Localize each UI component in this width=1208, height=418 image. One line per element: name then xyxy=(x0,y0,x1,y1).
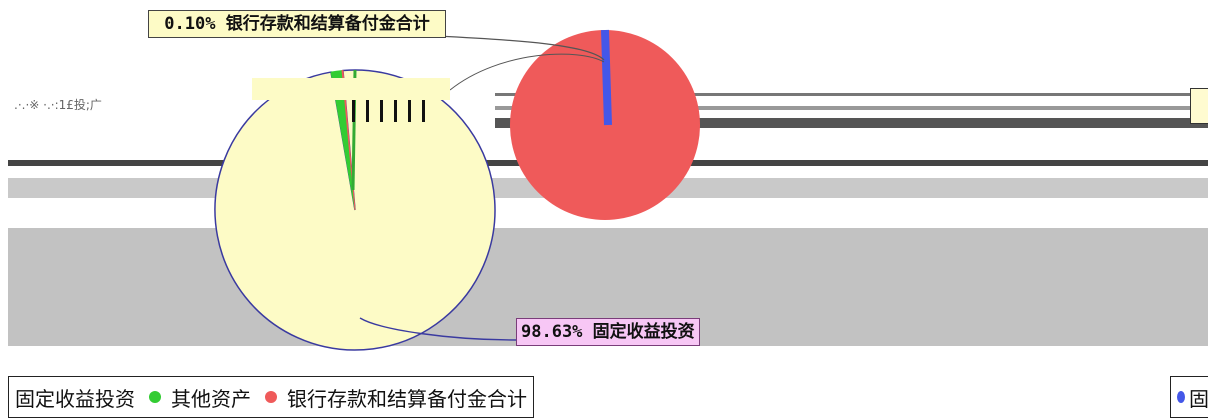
artifact-band xyxy=(495,93,1208,96)
legend-secondary: 固 xyxy=(1170,376,1208,418)
artifact-stripe xyxy=(366,100,369,122)
legend-label-1: 其他资产 xyxy=(171,386,251,411)
callout-bottom-text: 固定收益投资 xyxy=(592,322,695,342)
artifact-stripes xyxy=(252,78,450,122)
legend: 固定收益投资 其他资产 银行存款和结算备付金合计 xyxy=(8,376,534,418)
artifact-stripe xyxy=(394,100,397,122)
artifact-stripe xyxy=(422,100,425,122)
artifact-band xyxy=(495,106,1208,110)
artifact-stripe xyxy=(408,100,411,122)
callout-bottom-pct: 98.63% xyxy=(521,322,583,342)
callout-top-pct: 0.10% xyxy=(164,14,216,34)
leader-line-top xyxy=(435,35,605,61)
legend-swatch-1 xyxy=(149,391,161,403)
callout-top-text: 银行存款和结算备付金合计 xyxy=(225,14,430,34)
artifact-band xyxy=(495,118,1208,128)
artifact-stripe xyxy=(352,100,355,122)
legend-secondary-label: 固 xyxy=(1189,386,1208,411)
garbled-label: .·.·※ ·.·:1£投;广 xyxy=(14,98,102,112)
callout-top: 0.10% 银行存款和结算备付金合计 xyxy=(148,10,446,38)
leader-line-bottom xyxy=(359,317,517,341)
legend-secondary-swatch xyxy=(1177,391,1185,403)
artifact-block xyxy=(252,78,450,100)
artifact-band xyxy=(8,96,198,118)
legend-label-2: 银行存款和结算备付金合计 xyxy=(287,386,527,411)
callout-bottom: 98.63% 固定收益投资 xyxy=(516,318,700,346)
leader-line-top-2 xyxy=(449,53,605,91)
artifact-band xyxy=(1190,88,1208,124)
pie-secondary-blue-sliver xyxy=(601,29,612,126)
legend-swatch-2 xyxy=(265,391,277,403)
legend-label-0: 固定收益投资 xyxy=(15,386,135,411)
artifact-stripe xyxy=(380,100,383,122)
